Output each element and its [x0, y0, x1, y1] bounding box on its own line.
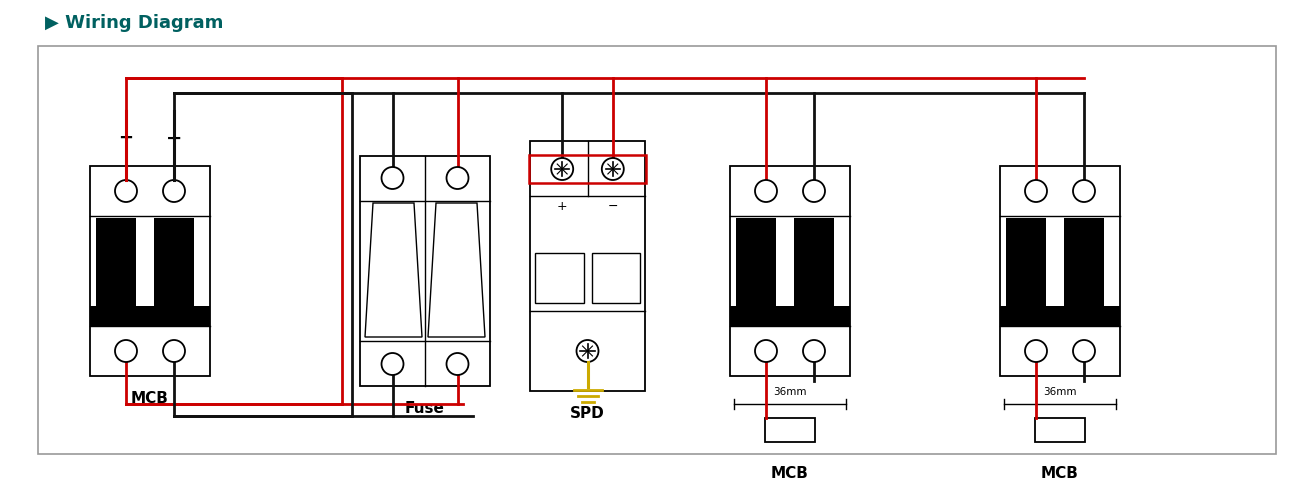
Bar — [1006, 218, 1045, 306]
Text: 36mm: 36mm — [1043, 387, 1076, 397]
Bar — [1035, 418, 1085, 442]
Bar — [360, 156, 490, 386]
Bar — [730, 166, 850, 376]
Circle shape — [115, 340, 137, 362]
Text: MCB: MCB — [130, 391, 169, 406]
Text: LOAD: LOAD — [773, 425, 806, 435]
Bar — [1000, 306, 1120, 326]
Circle shape — [804, 340, 826, 362]
Circle shape — [163, 180, 185, 202]
Text: +: + — [557, 200, 567, 213]
Circle shape — [1025, 180, 1047, 202]
Circle shape — [804, 180, 826, 202]
Circle shape — [576, 340, 598, 362]
Text: LOAD: LOAD — [1043, 425, 1076, 435]
Circle shape — [755, 180, 776, 202]
Bar — [154, 218, 194, 306]
Text: Fuse: Fuse — [406, 401, 444, 416]
Bar — [765, 418, 815, 442]
Text: 36mm: 36mm — [773, 387, 806, 397]
Bar — [795, 218, 833, 306]
Polygon shape — [428, 203, 484, 337]
Circle shape — [447, 167, 469, 189]
Bar — [528, 155, 646, 183]
Circle shape — [381, 353, 403, 375]
Polygon shape — [366, 203, 422, 337]
Circle shape — [1072, 180, 1096, 202]
Circle shape — [755, 340, 776, 362]
Circle shape — [115, 180, 137, 202]
Bar — [730, 306, 850, 326]
Bar — [736, 218, 775, 306]
Bar — [535, 253, 584, 303]
Text: +: + — [119, 129, 133, 147]
Bar — [592, 253, 640, 303]
Circle shape — [381, 167, 403, 189]
Bar — [90, 306, 211, 326]
Text: MCB: MCB — [771, 466, 809, 481]
Text: SPD: SPD — [570, 406, 605, 421]
Bar — [37, 46, 1276, 454]
Circle shape — [552, 158, 574, 180]
Bar — [1065, 218, 1103, 306]
Circle shape — [1072, 340, 1096, 362]
Text: MCB: MCB — [1041, 466, 1079, 481]
Bar — [90, 166, 211, 376]
Bar — [530, 141, 645, 391]
Text: −: − — [607, 200, 618, 213]
Bar — [96, 218, 136, 306]
Bar — [1000, 166, 1120, 376]
Text: −: − — [165, 128, 182, 147]
Circle shape — [602, 158, 624, 180]
Circle shape — [1025, 340, 1047, 362]
Circle shape — [447, 353, 469, 375]
Circle shape — [163, 340, 185, 362]
Text: ▶ Wiring Diagram: ▶ Wiring Diagram — [45, 14, 224, 32]
